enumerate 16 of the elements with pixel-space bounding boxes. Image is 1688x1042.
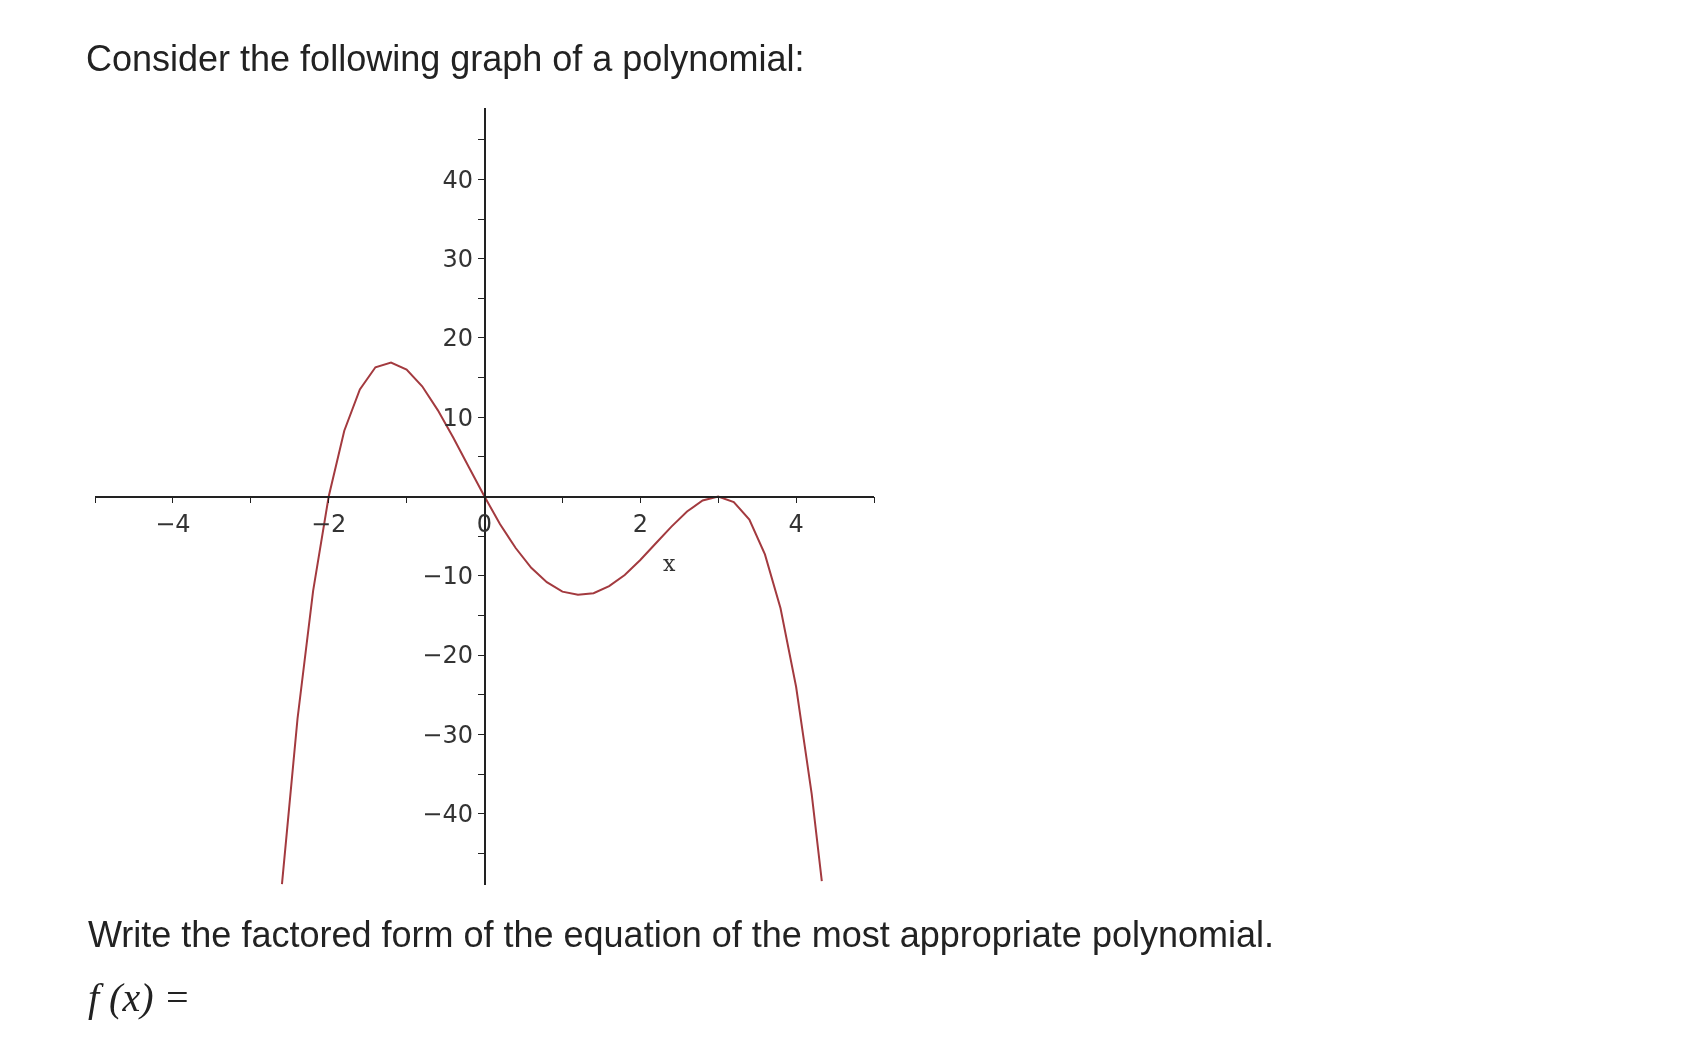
y-tick-label: 30 [442,245,473,274]
x-tick-label: 4 [788,510,804,539]
y-tick-label: 10 [442,403,473,432]
y-tick-label: 20 [442,324,473,353]
x-tick-label: −4 [155,510,191,539]
line-series [280,361,823,885]
text: f (x) = [88,975,191,1020]
y-tick-label: −30 [422,720,473,749]
x-axis-title: x [663,551,676,576]
y-tick-label: 40 [442,165,473,194]
y-tick-label: −20 [422,641,473,670]
x-tick-label: 2 [632,510,648,539]
y-tick-label: −40 [422,800,473,829]
text: Write the factored form of the equation of the most appropriate polynomial. [88,914,1274,955]
y-tick-label: −10 [422,562,473,591]
chart-title: Consider the following graph of a polynomial: [86,37,805,79]
